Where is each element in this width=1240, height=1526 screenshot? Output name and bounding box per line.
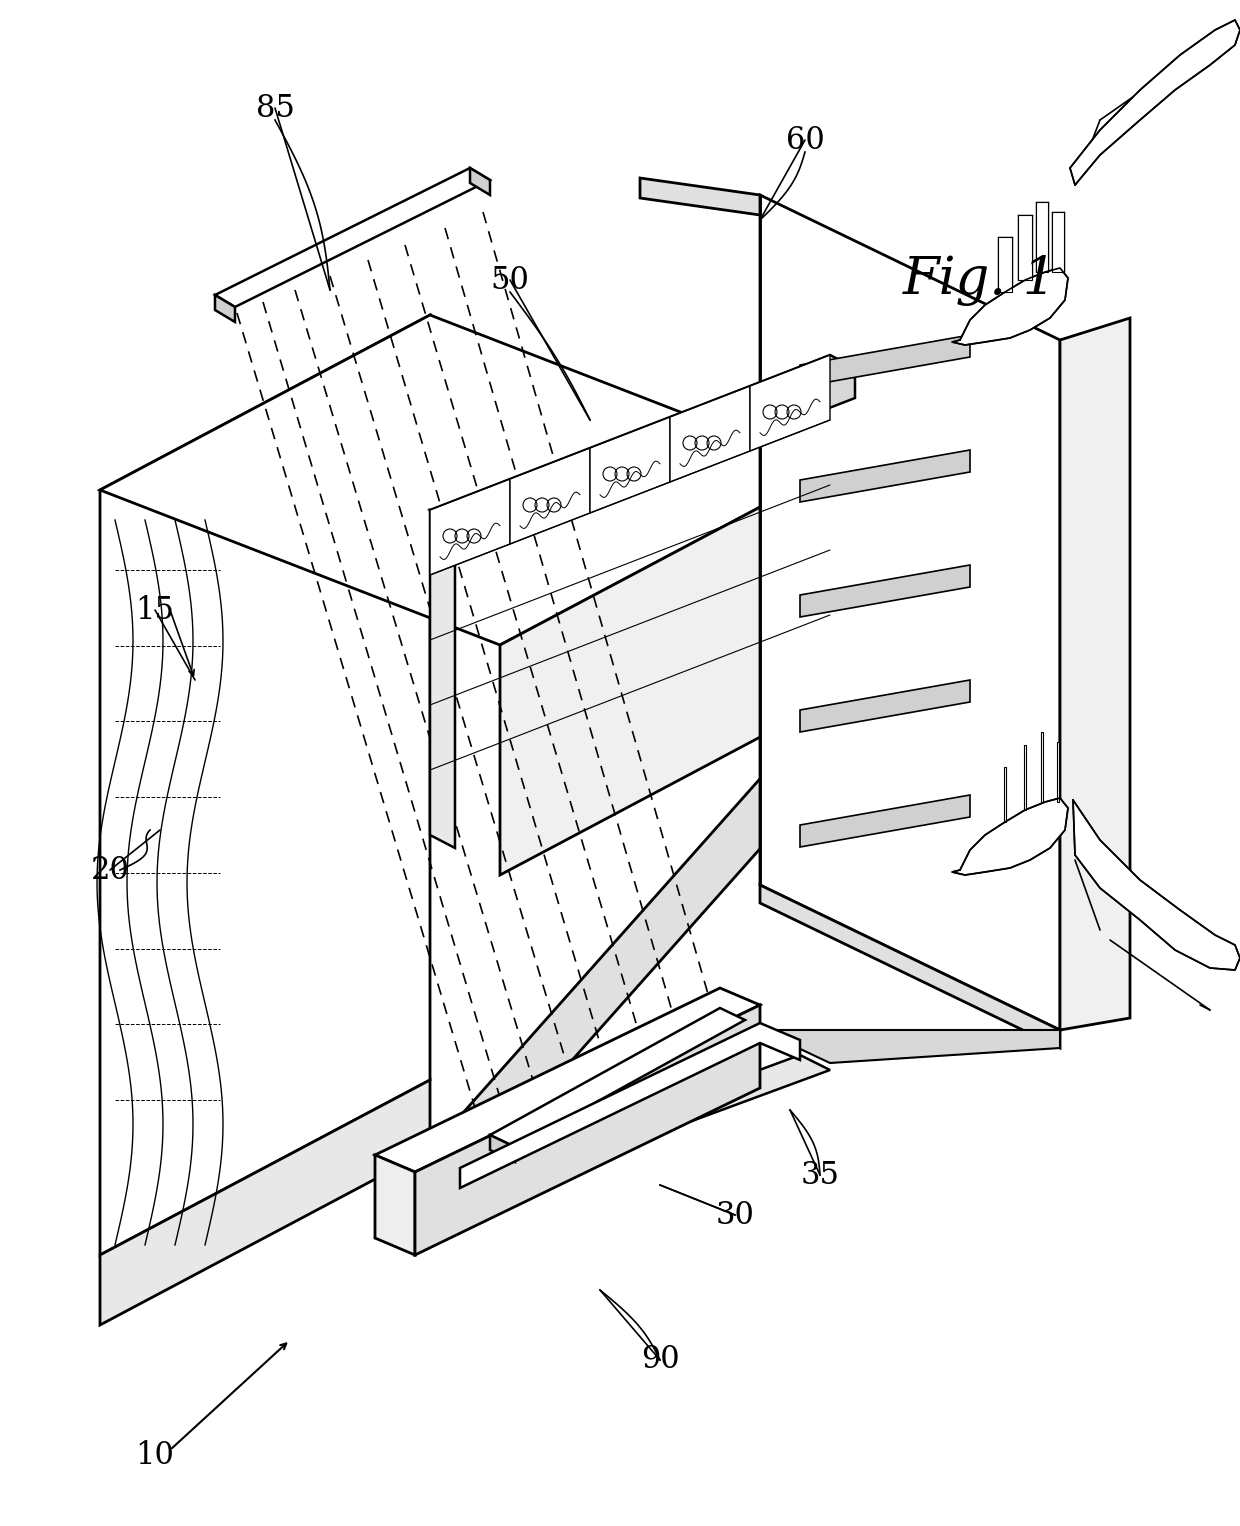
Polygon shape [490, 1135, 515, 1161]
Polygon shape [952, 269, 1068, 345]
Polygon shape [374, 987, 760, 1172]
Polygon shape [100, 314, 430, 1254]
Text: 10: 10 [135, 1439, 175, 1471]
Polygon shape [1018, 215, 1032, 279]
Polygon shape [670, 386, 750, 482]
Polygon shape [490, 1009, 745, 1148]
Polygon shape [1040, 732, 1043, 803]
Polygon shape [760, 195, 1060, 1030]
Polygon shape [1024, 745, 1025, 810]
Polygon shape [1052, 212, 1064, 272]
Polygon shape [750, 356, 830, 452]
Polygon shape [1073, 800, 1240, 971]
Polygon shape [1060, 317, 1130, 1030]
Polygon shape [760, 1030, 1060, 1064]
Text: 20: 20 [91, 855, 129, 885]
Text: 35: 35 [801, 1160, 839, 1190]
Polygon shape [460, 1022, 800, 1189]
Polygon shape [1070, 20, 1240, 185]
Polygon shape [998, 237, 1012, 291]
Polygon shape [500, 470, 830, 874]
Text: 85: 85 [255, 93, 294, 124]
Polygon shape [590, 417, 670, 513]
Polygon shape [1004, 768, 1006, 823]
Polygon shape [455, 368, 856, 552]
Polygon shape [415, 1006, 760, 1254]
Polygon shape [100, 314, 830, 645]
Text: 60: 60 [786, 125, 825, 156]
Polygon shape [440, 1054, 830, 1202]
Polygon shape [800, 450, 970, 502]
Text: 30: 30 [715, 1199, 754, 1230]
Polygon shape [800, 565, 970, 617]
Text: 15: 15 [135, 595, 175, 626]
Polygon shape [800, 336, 970, 388]
Polygon shape [215, 168, 490, 307]
Polygon shape [430, 356, 856, 523]
Polygon shape [1035, 201, 1048, 272]
Polygon shape [430, 700, 830, 1219]
Polygon shape [510, 449, 590, 543]
Polygon shape [800, 681, 970, 732]
Polygon shape [952, 798, 1068, 874]
Polygon shape [430, 479, 510, 575]
Polygon shape [760, 885, 1060, 1048]
Polygon shape [215, 295, 236, 322]
Text: 50: 50 [491, 264, 529, 296]
Polygon shape [100, 1080, 430, 1325]
Polygon shape [640, 179, 760, 215]
Polygon shape [800, 795, 970, 847]
Text: Fig. 1: Fig. 1 [903, 255, 1058, 305]
Polygon shape [430, 510, 455, 848]
Polygon shape [1056, 742, 1059, 803]
Polygon shape [374, 1155, 415, 1254]
Polygon shape [470, 168, 490, 195]
Text: 90: 90 [641, 1344, 680, 1375]
